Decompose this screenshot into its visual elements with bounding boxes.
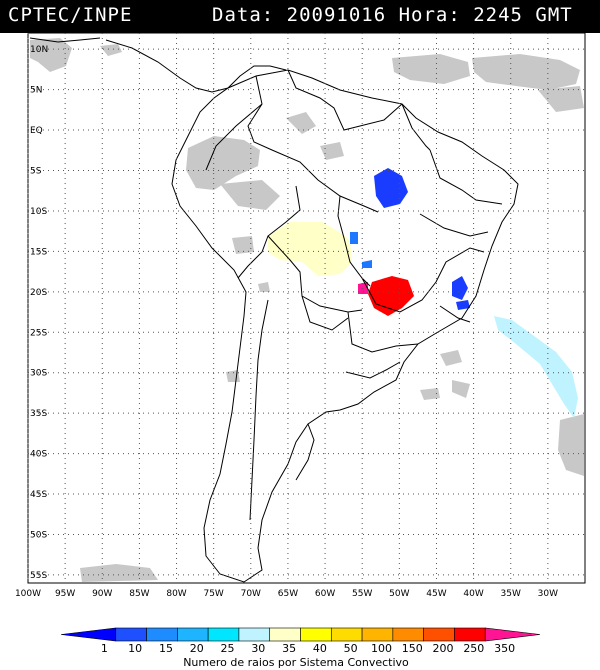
lon-tick-label: 75W — [203, 589, 223, 599]
lon-tick-label: 80W — [166, 589, 186, 599]
legend-label: 250 — [463, 642, 484, 655]
lat-tick-label: 10N — [30, 45, 48, 55]
lon-tick-label: 35W — [501, 589, 521, 599]
legend-label: 20 — [190, 642, 204, 655]
legend-label: 1 — [101, 642, 108, 655]
legend-swatch — [454, 627, 486, 642]
lat-tick-label: 20S — [30, 288, 47, 298]
lon-tick-label: 40W — [463, 589, 483, 599]
lat-tick-label: 55S — [30, 571, 47, 581]
lat-tick-label: 45S — [30, 490, 47, 500]
lon-tick-label: 65W — [278, 589, 298, 599]
lat-tick-label: 35S — [30, 409, 47, 419]
legend-caption: Numero de raios por Sistema Convectivo — [183, 656, 409, 669]
lat-tick-label: 5N — [30, 86, 42, 96]
legend-label: 10 — [128, 642, 142, 655]
system-light-yellow — [268, 222, 352, 276]
system-light-cyan — [494, 316, 578, 418]
caribbean-coast — [227, 65, 287, 89]
legend-label: 150 — [402, 642, 423, 655]
date-time-label: Data: 20091016 Hora: 2245 GMT — [212, 4, 573, 26]
legend-label: 200 — [433, 642, 454, 655]
lon-tick-label: 45W — [426, 589, 446, 599]
legend-swatch — [300, 627, 332, 642]
lon-tick-label: 95W — [55, 589, 75, 599]
legend-swatch — [238, 627, 271, 642]
map-header: CPTEC/INPE Data: 20091016 Hora: 2245 GMT — [0, 0, 600, 33]
graticule — [27, 33, 585, 583]
legend-label: 25 — [221, 642, 235, 655]
longitude-labels: 100W 95W 90W 85W 80W 75W 70W 65W 60W 55W 50W 45W 40W… — [15, 589, 558, 599]
system-blue-east-2 — [456, 300, 470, 310]
legend-label: 30 — [251, 642, 265, 655]
legend-swatch — [484, 627, 541, 642]
lon-tick-label: 100W — [15, 589, 41, 599]
system-blue-east — [452, 276, 468, 300]
south-america-coast — [171, 69, 519, 583]
legend-label: 100 — [371, 642, 392, 655]
system-blue-tiny — [362, 260, 372, 268]
lightning-map: 10N5NEQ5S10S15S20S25S30S35S40S45S50S55S … — [15, 33, 586, 669]
lat-tick-label: 15S — [30, 247, 47, 257]
legend-label: 35 — [282, 642, 296, 655]
continent-outlines — [29, 37, 519, 583]
legend-swatch — [177, 627, 209, 642]
legend-label: 40 — [313, 642, 327, 655]
source-label: CPTEC/INPE — [8, 4, 133, 26]
legend-swatch — [146, 627, 178, 642]
lon-tick-label: 60W — [315, 589, 335, 599]
legend-swatch — [361, 627, 394, 642]
legend-swatch — [392, 627, 424, 642]
legend-swatch — [423, 627, 455, 642]
legend-swatch — [207, 627, 240, 642]
legend-swatch — [60, 627, 117, 642]
lat-tick-label: 25S — [30, 328, 47, 338]
legend-swatch — [330, 627, 363, 642]
lat-tick-label: 50S — [30, 530, 47, 540]
central-america-coast — [29, 37, 229, 93]
cloud-layer — [30, 38, 584, 582]
lat-tick-label: 30S — [30, 369, 47, 379]
legend-label: 15 — [159, 642, 173, 655]
lat-tick-label: 40S — [30, 450, 47, 460]
lon-tick-label: 30W — [538, 589, 558, 599]
lon-tick-label: 90W — [92, 589, 112, 599]
latitude-labels: 10N 5N EQ 5S 10S 15S 20S 25S 30S 35S 40S 45S 50S 55S — [30, 45, 48, 581]
lon-tick-label: 50W — [389, 589, 409, 599]
lon-tick-label: 70W — [241, 589, 261, 599]
system-red — [368, 276, 414, 316]
legend-label: 50 — [344, 642, 358, 655]
legend-swatch — [269, 627, 301, 642]
lat-tick-label: 5S — [30, 167, 42, 177]
lon-tick-label: 85W — [129, 589, 149, 599]
legend-label: 350 — [494, 642, 515, 655]
lat-tick-label: 10S — [30, 207, 47, 217]
legend-swatch — [115, 627, 147, 642]
lat-tick-label: EQ — [30, 126, 43, 136]
lon-tick-label: 55W — [352, 589, 372, 599]
system-blue-small — [350, 232, 358, 244]
color-legend: 1 10 15 20 25 30 35 40 50 100 150 200 250 350 — [60, 627, 541, 655]
